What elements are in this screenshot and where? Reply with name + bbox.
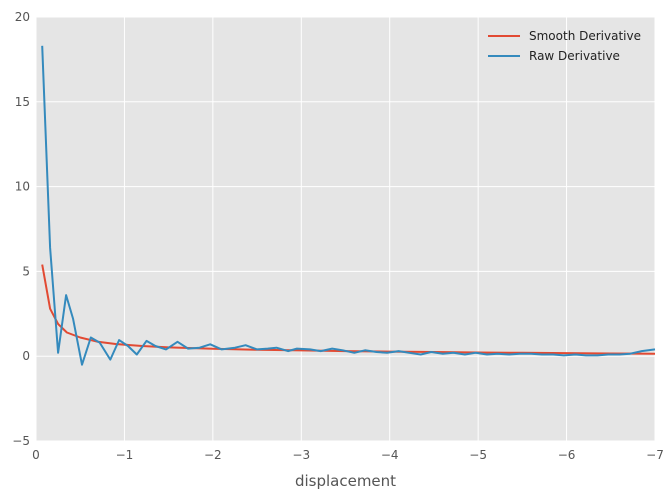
y-tick-label: 5 [22,264,30,278]
x-tick-label: −7 [646,448,664,462]
series-line-raw-derivative [41,45,656,366]
x-tick-label: −2 [204,448,222,462]
x-tick-label: 0 [32,448,40,462]
series-lines [41,45,656,366]
x-axis-label: displacement [295,472,396,490]
x-tick-label: −4 [381,448,399,462]
legend-label: Smooth Derivative [529,29,641,43]
y-tick-labels: −5 0 5 10 15 20 [12,10,30,448]
y-tick-label: 10 [15,180,30,194]
legend: Smooth Derivative Raw Derivative [488,29,641,63]
x-tick-label: −1 [116,448,134,462]
plot-background [36,17,655,441]
x-tick-label: −5 [469,448,487,462]
grid [35,16,656,442]
x-tick-label: −6 [558,448,576,462]
series-line-smooth-derivative [41,264,656,355]
y-tick-label: −5 [12,434,30,448]
x-tick-labels: 0 −1 −2 −3 −4 −5 −6 −7 [32,448,664,462]
y-tick-label: 20 [15,10,30,24]
y-tick-label: 15 [15,95,30,109]
y-tick-label: 0 [22,349,30,363]
legend-label: Raw Derivative [529,49,620,63]
x-tick-label: −3 [292,448,310,462]
